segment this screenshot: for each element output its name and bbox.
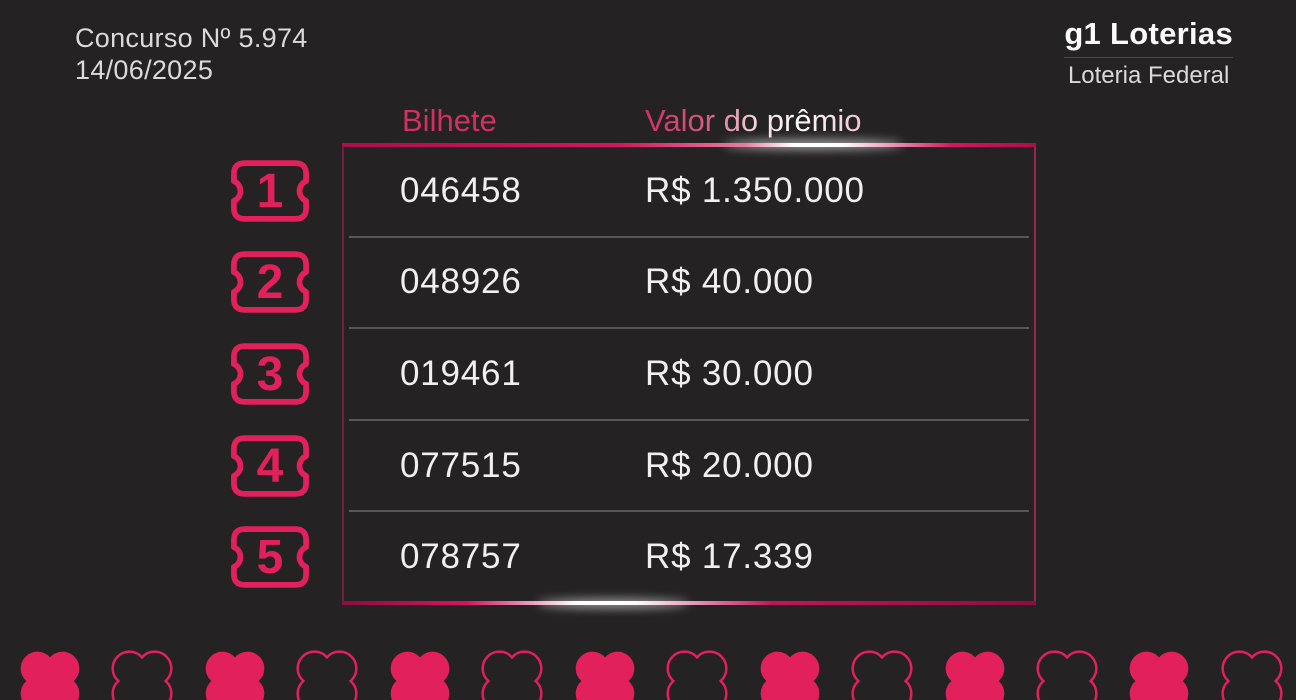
clover-icon: [1128, 650, 1190, 700]
results-table: 046458 R$ 1.350.000 048926 R$ 40.000 019…: [342, 140, 1036, 608]
column-header-prize: Valor do prêmio: [645, 103, 862, 138]
ticket-number: 077515: [400, 445, 522, 485]
clover-icon: [851, 650, 913, 700]
table-row: 048926 R$ 40.000: [344, 237, 1034, 329]
ticket-number: 048926: [400, 262, 522, 302]
rank-cell: 4: [228, 420, 312, 512]
table-row: 046458 R$ 1.350.000: [344, 145, 1034, 238]
clover-icon: [666, 650, 728, 700]
contest-number: Concurso Nº 5.974: [75, 23, 308, 53]
rank-number: 4: [256, 439, 284, 493]
ticket-icon: 3: [229, 341, 311, 407]
ticket-rank-column: 1 2 3 4 5: [228, 145, 312, 603]
prize-value: R$ 17.339: [645, 537, 814, 577]
clover-icon: [574, 650, 636, 700]
table-row: 078757 R$ 17.339: [344, 511, 1034, 604]
clover-icon: [481, 650, 543, 700]
clover-icon: [1221, 650, 1283, 700]
brand-divider: [1064, 57, 1233, 58]
clover-icon: [389, 650, 451, 700]
brand-title: g1 Loterias: [1064, 16, 1233, 51]
brand-block: g1 Loterias Loteria Federal: [1064, 16, 1233, 90]
rank-cell: 3: [228, 328, 312, 420]
rank-number: 5: [256, 531, 284, 585]
prize-value: R$ 40.000: [645, 262, 814, 302]
clover-decor-strip: [0, 650, 1296, 700]
brand-subtitle: Loteria Federal: [1067, 62, 1230, 89]
ticket-number: 078757: [400, 537, 522, 577]
rank-cell: 5: [228, 511, 312, 603]
ticket-icon: 1: [229, 158, 311, 224]
prize-value: R$ 30.000: [645, 353, 814, 393]
clover-icon: [19, 650, 81, 700]
rank-cell: 1: [228, 145, 312, 237]
table-top-border: [342, 143, 1036, 147]
table-bottom-border: [342, 601, 1036, 605]
clover-icon: [944, 650, 1006, 700]
rank-number: 2: [256, 256, 284, 310]
rank-number: 3: [256, 347, 284, 401]
table-row: 019461 R$ 30.000: [344, 328, 1034, 421]
contest-info: Concurso Nº 5.974 14/06/2025: [75, 22, 308, 86]
ticket-number: 046458: [400, 170, 522, 210]
column-header-ticket: Bilhete: [402, 103, 497, 138]
clover-icon: [759, 650, 821, 700]
clover-icon: [111, 650, 173, 700]
prize-value: R$ 20.000: [645, 445, 814, 485]
rank-number: 1: [256, 164, 284, 218]
draw-date: 14/06/2025: [75, 55, 214, 85]
table-row: 077515 R$ 20.000: [344, 420, 1034, 512]
clover-icon: [1036, 650, 1098, 700]
clover-icon: [204, 650, 266, 700]
rank-cell: 2: [228, 237, 312, 329]
ticket-icon: 2: [229, 249, 311, 315]
ticket-number: 019461: [400, 353, 522, 393]
ticket-icon: 4: [229, 433, 311, 499]
clover-icon: [296, 650, 358, 700]
prize-value: R$ 1.350.000: [645, 170, 865, 210]
ticket-icon: 5: [229, 524, 311, 590]
